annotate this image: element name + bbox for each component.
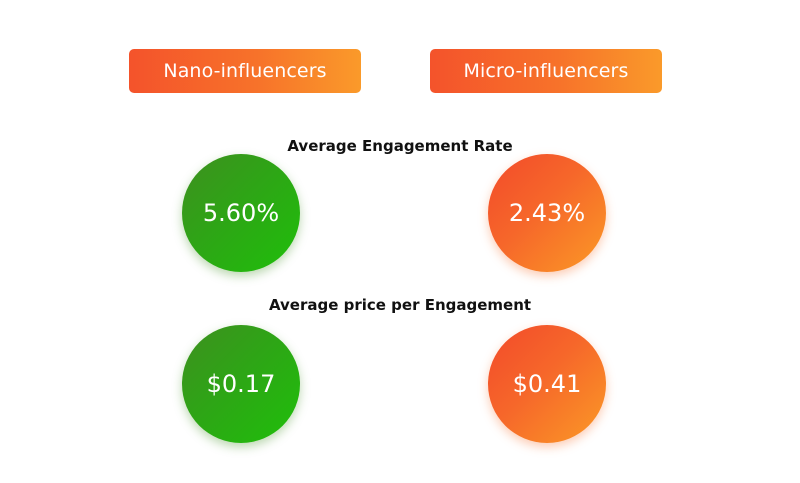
nano-price-per-engagement-value: $0.17 — [182, 325, 300, 443]
price-per-engagement-title: Average price per Engagement — [268, 296, 532, 314]
engagement-rate-title: Average Engagement Rate — [287, 137, 513, 155]
micro-engagement-rate-value: 2.43% — [488, 154, 606, 272]
nano-engagement-rate-value: 5.60% — [182, 154, 300, 272]
nano-influencers-label: Nano-influencers — [129, 49, 361, 93]
micro-price-per-engagement-value: $0.41 — [488, 325, 606, 443]
micro-influencers-label: Micro-influencers — [430, 49, 662, 93]
